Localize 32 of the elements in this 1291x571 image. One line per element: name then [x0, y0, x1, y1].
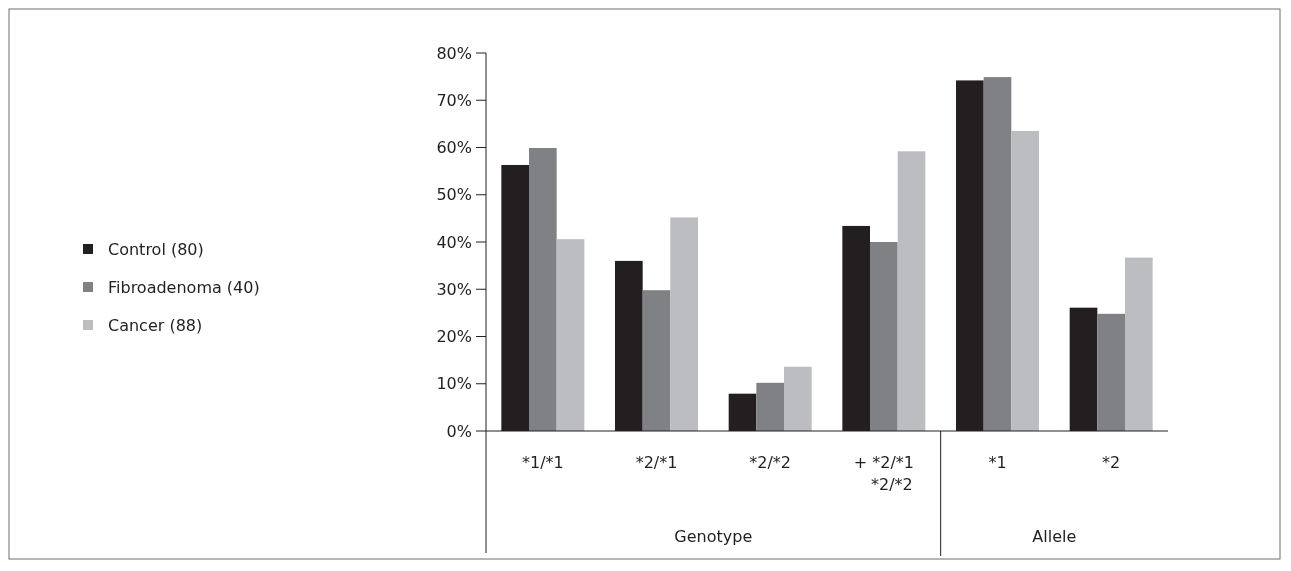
- text: Allele: [1032, 527, 1077, 546]
- y-tick-label: 80%: [436, 43, 472, 63]
- legend-label: Cancer (88): [108, 315, 203, 335]
- bar: [556, 239, 585, 431]
- x-tick-label: *2: [1102, 453, 1121, 472]
- bar: [897, 151, 926, 431]
- bar: [1097, 313, 1125, 431]
- text: Genotype: [674, 527, 753, 546]
- bar: [1011, 130, 1039, 431]
- bar: [642, 290, 671, 431]
- y-tick-label: 50%: [436, 185, 472, 205]
- y-tick-label: 20%: [436, 327, 472, 347]
- y-tick-label: 60%: [436, 138, 472, 158]
- bar: [870, 242, 898, 431]
- legend-label: Control (80): [108, 239, 204, 259]
- bar: [983, 77, 1012, 431]
- bar: [784, 366, 812, 431]
- y-tick-label: 30%: [436, 279, 472, 299]
- y-tick-label: 0%: [446, 421, 472, 441]
- y-tick-label: 10%: [436, 374, 472, 394]
- y-tick-label: 70%: [436, 90, 472, 110]
- x-tick-label: *1: [988, 453, 1007, 472]
- bar: [670, 217, 698, 431]
- bar: [1125, 257, 1153, 431]
- legend-label: Fibroadenoma (40): [108, 277, 260, 297]
- x-tick-label: *1/*1: [521, 453, 564, 472]
- x-tick-label: *2/*2: [749, 453, 792, 472]
- bar: [756, 382, 784, 431]
- x-tick-label: + *2/*1 *2/*2: [853, 453, 914, 494]
- bar: [529, 147, 557, 431]
- y-tick-label: 40%: [436, 232, 472, 252]
- x-tick-label: *2/*1: [635, 453, 678, 472]
